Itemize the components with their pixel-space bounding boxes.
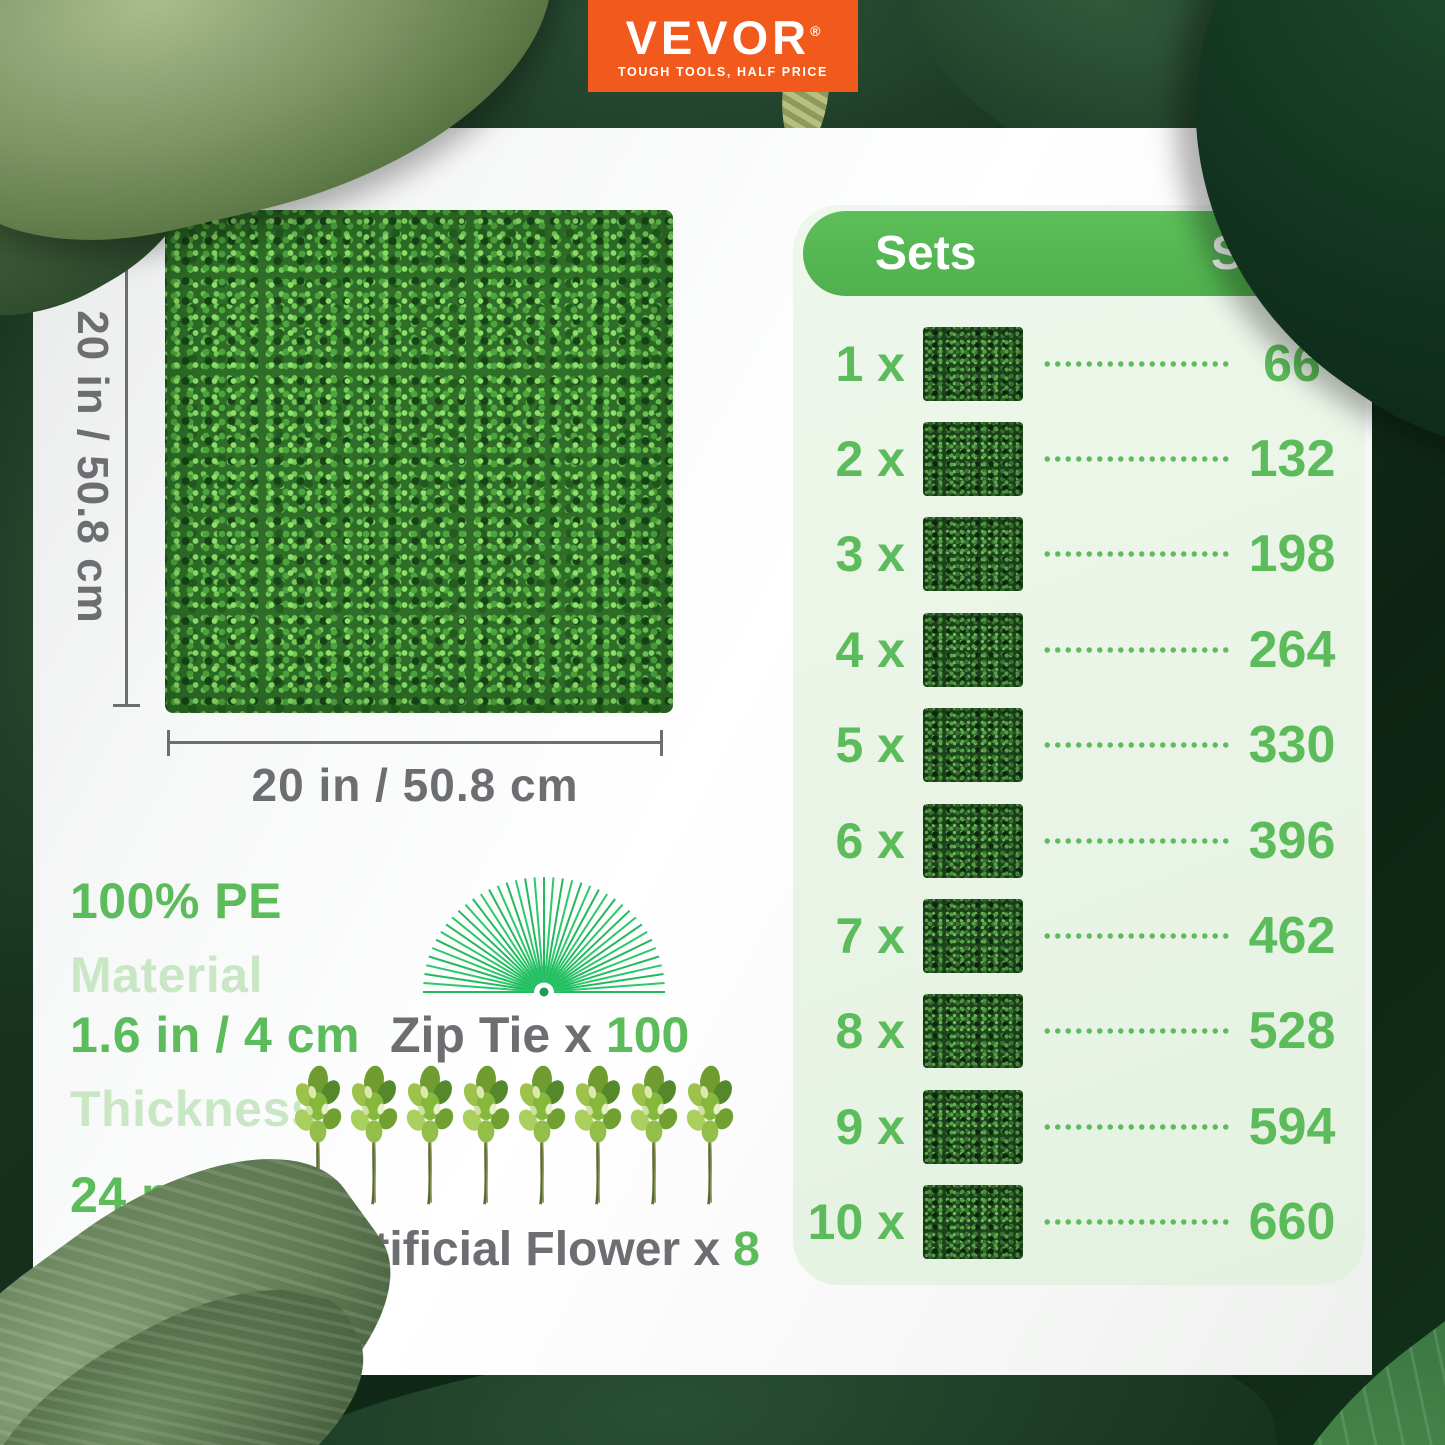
row-sqft-value: 660: [1248, 1193, 1336, 1252]
thickness-value: 1.6 in / 4 cm: [70, 1007, 360, 1063]
row-dotted-line: [1042, 933, 1230, 940]
artificial-flower-sprig: [462, 1065, 510, 1205]
artificial-flower-sprig: [574, 1065, 622, 1205]
row-dotted-line: [1042, 1123, 1230, 1130]
zip-tie-fan-image: [423, 877, 665, 997]
sets-table-rows: 1 x 66 2 x 132 3 x 198 4 x 264 5 x 330 6…: [793, 316, 1365, 1270]
artificial-flower-sprig: [630, 1065, 678, 1205]
registered-mark: ®: [810, 22, 821, 39]
row-dotted-line: [1042, 551, 1230, 558]
zip-tie-caption: Zip Tie x 100: [390, 1006, 689, 1064]
row-sqft-value: 462: [1248, 907, 1336, 966]
material-value: 100% PE: [70, 873, 282, 929]
row-sqft-value: 396: [1248, 811, 1336, 870]
row-grass-thumbnail: [923, 1089, 1023, 1164]
row-grass-thumbnail: [923, 994, 1023, 1069]
header-sets: Sets: [875, 227, 977, 280]
table-row: 8 x 528: [793, 984, 1365, 1079]
row-grass-thumbnail: [923, 422, 1023, 497]
flower-row: [290, 1064, 738, 1210]
brand-tagline: TOUGH TOOLS, HALF PRICE: [618, 64, 828, 79]
table-row: 10 x 660: [793, 1175, 1365, 1270]
row-sets-label: 10 x: [807, 1194, 905, 1251]
row-grass-thumbnail: [923, 708, 1023, 783]
row-sets-label: 5 x: [835, 717, 905, 774]
row-sets-label: 4 x: [835, 621, 905, 678]
table-row: 1 x 66: [793, 316, 1365, 411]
row-dotted-line: [1042, 742, 1230, 749]
row-sets-label: 6 x: [835, 812, 905, 869]
row-dotted-line: [1042, 837, 1230, 844]
row-sqft-value: 264: [1248, 620, 1336, 679]
zip-tie-label: Zip Tie x: [390, 1007, 592, 1063]
row-sqft-value: 132: [1248, 430, 1336, 489]
row-sqft-value: 594: [1248, 1097, 1336, 1156]
table-row: 3 x 198: [793, 507, 1365, 602]
row-sets-label: 3 x: [835, 526, 905, 583]
row-grass-thumbnail: [923, 612, 1023, 687]
material-label: Material: [70, 947, 263, 1003]
table-row: 6 x 396: [793, 793, 1365, 888]
row-sets-label: 8 x: [835, 1003, 905, 1060]
row-sqft-value: 330: [1248, 716, 1336, 775]
row-dotted-line: [1042, 646, 1230, 653]
row-sets-label: 1 x: [835, 335, 905, 392]
artificial-flower-count: 8: [733, 1223, 760, 1276]
height-dimension-label: 20 in / 50.8 cm: [68, 310, 117, 624]
width-dimension-label: 20 in / 50.8 cm: [251, 759, 579, 811]
artificial-flower-sprig: [518, 1065, 566, 1205]
table-row: 7 x 462: [793, 888, 1365, 983]
row-sets-label: 2 x: [835, 431, 905, 488]
brand-logo: VEVOR® TOUGH TOOLS, HALF PRICE: [588, 0, 858, 92]
zip-tie-count: 100: [605, 1007, 690, 1063]
grass-panel-image: [165, 210, 673, 713]
row-grass-thumbnail: [923, 803, 1023, 878]
row-grass-thumbnail: [923, 517, 1023, 592]
table-row: 2 x 132: [793, 411, 1365, 506]
width-dimension-cap-right: [660, 730, 663, 756]
width-dimension-line: [168, 741, 662, 744]
height-dimension-cap-bottom: [113, 704, 140, 707]
row-dotted-line: [1042, 1219, 1230, 1226]
row-dotted-line: [1042, 360, 1230, 367]
table-row: 9 x 594: [793, 1079, 1365, 1174]
row-dotted-line: [1042, 1028, 1230, 1035]
row-sets-label: 7 x: [835, 908, 905, 965]
brand-name: VEVOR®: [625, 10, 821, 64]
artificial-flower-sprig: [294, 1065, 342, 1205]
width-dimension-cap-left: [167, 730, 170, 756]
table-row: 5 x 330: [793, 698, 1365, 793]
thickness-label: Thickness: [70, 1081, 320, 1137]
height-dimension-line: [125, 228, 128, 706]
row-grass-thumbnail: [923, 1185, 1023, 1260]
row-sqft-value: 528: [1248, 1002, 1336, 1061]
row-dotted-line: [1042, 456, 1230, 463]
row-sets-label: 9 x: [835, 1098, 905, 1155]
artificial-flower-sprig: [406, 1065, 454, 1205]
row-sqft-value: 198: [1248, 525, 1336, 584]
table-row: 4 x 264: [793, 602, 1365, 697]
row-grass-thumbnail: [923, 326, 1023, 401]
artificial-flower-sprig: [350, 1065, 398, 1205]
row-grass-thumbnail: [923, 899, 1023, 974]
artificial-flower-sprig: [686, 1065, 734, 1205]
